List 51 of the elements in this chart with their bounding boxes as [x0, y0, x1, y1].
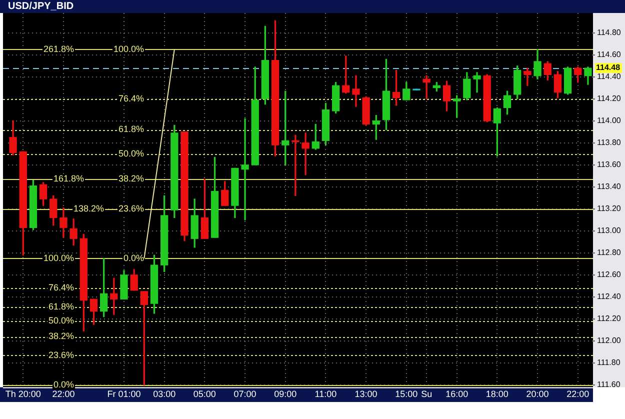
annotation: 23.6% [118, 203, 144, 214]
annotation: 100.0% [43, 252, 74, 263]
annotation: 100.0% [113, 44, 144, 54]
annotation: 138.2% [73, 203, 104, 214]
y-tick-label: 111.60 [597, 380, 621, 390]
y-tick-label: 112.40 [597, 292, 622, 302]
annotation: 161.8% [53, 174, 84, 184]
x-tick-label: 07:00 [234, 389, 256, 400]
annotation: 76.4% [118, 93, 144, 104]
ref-line-label: 114.48 [596, 63, 621, 72]
annotation: 50.0% [118, 148, 144, 158]
annotation: 23.6% [48, 350, 74, 360]
y-tick-label: 112.60 [597, 270, 622, 280]
x-tick-label: Su [421, 389, 432, 400]
x-tick-label: 16:00 [446, 389, 468, 400]
annotation: 50.0% [48, 316, 74, 326]
y-tick-label: 114.80 [597, 28, 622, 38]
x-tick-label: 13:00 [354, 389, 378, 400]
annotation: 0.0% [123, 252, 144, 263]
annotation: 261.8% [43, 44, 74, 54]
y-tick-label: 114.40 [597, 72, 622, 82]
x-tick-label: 22:00 [52, 389, 75, 400]
x-tick-label: 22:00 [566, 389, 590, 400]
y-tick-label: 112.20 [597, 314, 622, 324]
y-tick-label: 112.80 [597, 248, 622, 258]
x-tick-label: 05:00 [193, 389, 216, 400]
y-tick-label: 114.60 [597, 50, 622, 60]
annotation: 61.8% [48, 301, 74, 312]
y-tick-label: 114.20 [597, 94, 622, 104]
y-tick-label: 113.80 [597, 138, 622, 148]
x-tick-label: 20:00 [526, 389, 549, 400]
x-tick-label: 18:00 [486, 389, 508, 400]
y-tick-label: 113.20 [597, 204, 622, 214]
x-tick-label: Fr 01:00 [107, 389, 141, 400]
y-tick-label: 111.80 [597, 358, 621, 368]
x-tick-label: 15:00 [395, 389, 418, 400]
x-tick-label: 11:00 [314, 389, 337, 400]
annotation: 61.8% [118, 124, 144, 134]
x-tick-label: Th 20:00 [5, 389, 41, 400]
chart-title: USD/JPY_BID [8, 0, 74, 12]
y-tick-label: 113.40 [597, 182, 622, 192]
annotation: 0.0% [53, 379, 74, 390]
annotation: 76.4% [48, 282, 74, 293]
y-tick-label: 112.00 [597, 336, 622, 346]
y-tick-label: 113.60 [597, 160, 622, 170]
annotation: 38.2% [48, 331, 74, 342]
y-tick-label: 113.00 [597, 226, 622, 236]
x-tick-label: 09:00 [274, 389, 297, 400]
y-tick-label: 114.00 [597, 116, 622, 126]
annotation: 38.2% [118, 174, 144, 184]
x-tick-label: 03:00 [153, 389, 176, 400]
